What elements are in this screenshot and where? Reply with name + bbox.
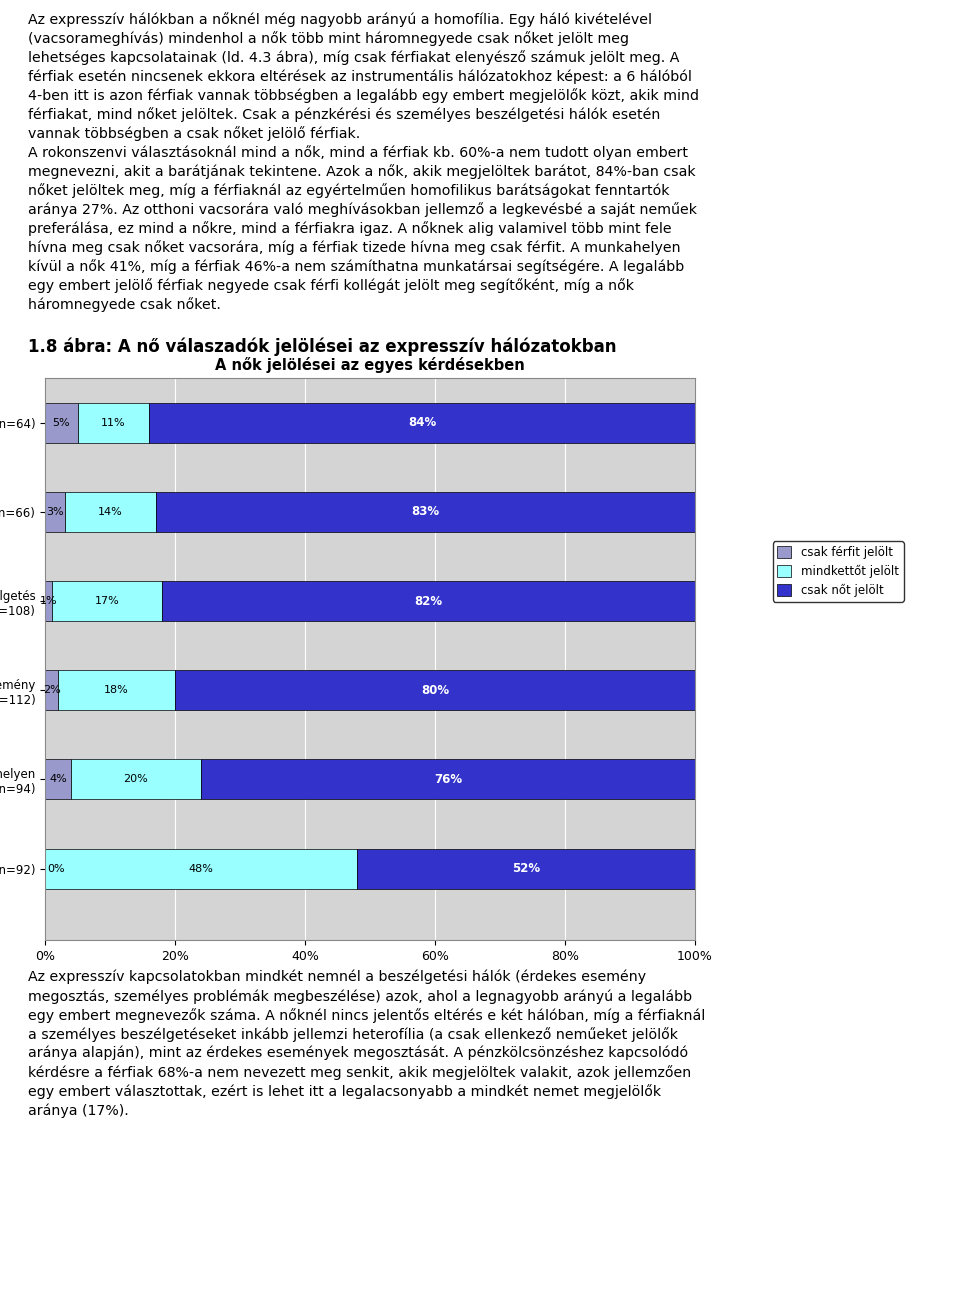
Text: 1.8 ábra: A nő válaszadók jelölései az expresszív hálózatokban: 1.8 ábra: A nő válaszadók jelölései az e… (28, 338, 616, 356)
Text: 4%: 4% (49, 775, 67, 785)
Text: 2%: 2% (42, 686, 60, 696)
Bar (149, 403, 695, 443)
Text: férfiakat, mind nőket jelöltek. Csak a pénzkérési és személyes beszélgetési háló: férfiakat, mind nőket jelöltek. Csak a p… (28, 107, 660, 121)
Text: aránya alapján), mint az érdekes események megosztását. A pénzkölcsönzéshez kapc: aránya alapján), mint az érdekes esemény… (28, 1046, 688, 1060)
Text: 48%: 48% (188, 864, 213, 874)
Bar (45, 759, 71, 799)
Text: 52%: 52% (512, 862, 540, 875)
Text: megnevezni, akit a barátjának tekintene. Azok a nők, akik megjelöltek barátot, 8: megnevezni, akit a barátjának tekintene.… (28, 164, 696, 179)
Bar (58, 670, 175, 710)
Text: 18%: 18% (104, 686, 129, 696)
Bar (156, 492, 695, 532)
Text: (vacsorameghívás) mindenhol a nők több mint háromnegyede csak nőket jelölt meg: (vacsorameghívás) mindenhol a nők több m… (28, 31, 629, 46)
Text: a személyes beszélgetéseket inkább jellemzi heterofília (a csak ellenkező neműek: a személyes beszélgetéseket inkább jelle… (28, 1028, 678, 1042)
Text: aránya (17%).: aránya (17%). (28, 1103, 129, 1118)
Bar (45, 581, 52, 621)
Text: aránya 27%. Az otthoni vacsorára való meghívásokban jellemző a legkevésbé a sajá: aránya 27%. Az otthoni vacsorára való me… (28, 201, 697, 217)
Text: 4-ben itt is azon férfiak vannak többségben a legalább egy embert megjelölők köz: 4-ben itt is azon férfiak vannak többség… (28, 88, 699, 103)
Bar (78, 403, 149, 443)
Text: 76%: 76% (434, 773, 462, 786)
Bar (357, 848, 695, 888)
Text: 80%: 80% (420, 684, 449, 697)
Text: 82%: 82% (415, 595, 443, 608)
Text: 5%: 5% (53, 417, 70, 427)
Text: 84%: 84% (408, 416, 436, 429)
Bar (71, 759, 201, 799)
Text: egy embert jelölő férfiak negyede csak férfi kollégát jelölt meg segítőként, míg: egy embert jelölő férfiak negyede csak f… (28, 278, 634, 293)
Text: A rokonszenvi választásoknál mind a nők, mind a férfiak kb. 60%-a nem tudott oly: A rokonszenvi választásoknál mind a nők,… (28, 145, 688, 160)
Text: 83%: 83% (411, 505, 440, 518)
Bar (45, 492, 64, 532)
Bar (45, 670, 58, 710)
Text: kívül a nők 41%, míg a férfiak 46%-a nem számíthatna munkatársai segítségére. A : kívül a nők 41%, míg a férfiak 46%-a nem… (28, 259, 684, 274)
Text: lehetséges kapcsolatainak (ld. 4.3 ábra), míg csak férfiakat elenyésző számuk je: lehetséges kapcsolatainak (ld. 4.3 ábra)… (28, 50, 680, 65)
Text: nőket jelöltek meg, míg a férfiaknál az egyértelműen homofilikus barátságokat fe: nőket jelöltek meg, míg a férfiaknál az … (28, 183, 669, 198)
Title: A nők jelölései az egyes kérdésekben: A nők jelölései az egyes kérdésekben (215, 356, 525, 373)
Bar (162, 581, 695, 621)
Text: vannak többségben a csak nőket jelölő férfiak.: vannak többségben a csak nőket jelölő fé… (28, 127, 360, 141)
Text: megosztás, személyes problémák megbeszélése) azok, ahol a legnagyobb arányú a le: megosztás, személyes problémák megbeszél… (28, 989, 692, 1003)
Bar (175, 670, 695, 710)
Text: 11%: 11% (101, 417, 126, 427)
Bar (45, 403, 78, 443)
Legend: csak férfit jelölt, mindkettőt jelölt, csak nőt jelölt: csak férfit jelölt, mindkettőt jelölt, c… (773, 541, 903, 602)
Text: 20%: 20% (124, 775, 149, 785)
Text: férfiak esetén nincsenek ekkora eltérések az instrumentális hálózatokhoz képest:: férfiak esetén nincsenek ekkora eltérése… (28, 68, 692, 84)
Text: 0%: 0% (47, 864, 64, 874)
Bar (201, 759, 695, 799)
Text: hívna meg csak nőket vacsorára, míg a férfiak tizede hívna meg csak férfit. A mu: hívna meg csak nőket vacsorára, míg a fé… (28, 240, 681, 254)
Text: kérdésre a férfiak 68%-a nem nevezett meg senkit, akik megjelöltek valakit, azok: kérdésre a férfiak 68%-a nem nevezett me… (28, 1065, 691, 1079)
Bar (52, 581, 162, 621)
Text: 1%: 1% (39, 596, 57, 605)
Text: Az expresszív kapcsolatokban mindkét nemnél a beszélgetési hálók (érdekes esemén: Az expresszív kapcsolatokban mindkét nem… (28, 970, 646, 985)
Bar (64, 492, 156, 532)
Text: preferálása, ez mind a nőkre, mind a férfiakra igaz. A nőknek alig valamivel töb: preferálása, ez mind a nőkre, mind a fér… (28, 221, 672, 236)
Text: Az expresszív hálókban a nőknél még nagyobb arányú a homofília. Egy háló kivétel: Az expresszív hálókban a nőknél még nagy… (28, 12, 652, 27)
Bar (45, 848, 357, 888)
Text: 3%: 3% (46, 507, 63, 516)
Text: egy embert választottak, ezért is lehet itt a legalacsonyabb a mindkét nemet meg: egy embert választottak, ezért is lehet … (28, 1084, 661, 1099)
Text: 14%: 14% (98, 507, 122, 516)
Text: egy embert megnevezők száma. A nőknél nincs jelentős eltérés e két hálóban, míg : egy embert megnevezők száma. A nőknél ni… (28, 1008, 706, 1022)
Text: 17%: 17% (94, 596, 119, 605)
Text: háromnegyede csak nőket.: háromnegyede csak nőket. (28, 297, 221, 312)
